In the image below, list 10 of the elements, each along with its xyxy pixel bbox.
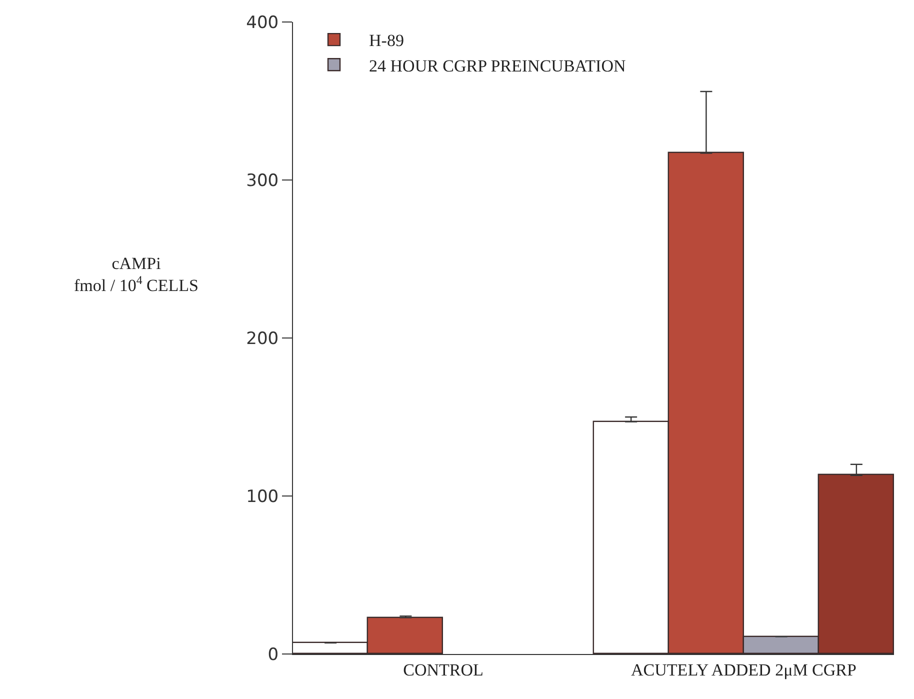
y-tick-label: 0 [268, 644, 279, 665]
y-tick-label: 300 [246, 170, 279, 191]
y-tick-label: 200 [246, 328, 279, 349]
x-tick-label: ACUTELY ADDED 2μM CGRP [631, 660, 856, 680]
legend-label: H-89 [369, 31, 404, 50]
legend-label: 24 HOUR CGRP PREINCUBATION [369, 56, 626, 76]
x-tick-label: CONTROL [403, 660, 484, 680]
y-tick-label: 100 [246, 486, 279, 507]
y-tick-label: 400 [246, 12, 279, 33]
y-axis-title: cAMPi fmol / 10$^{4}$ CELLS [74, 254, 198, 296]
